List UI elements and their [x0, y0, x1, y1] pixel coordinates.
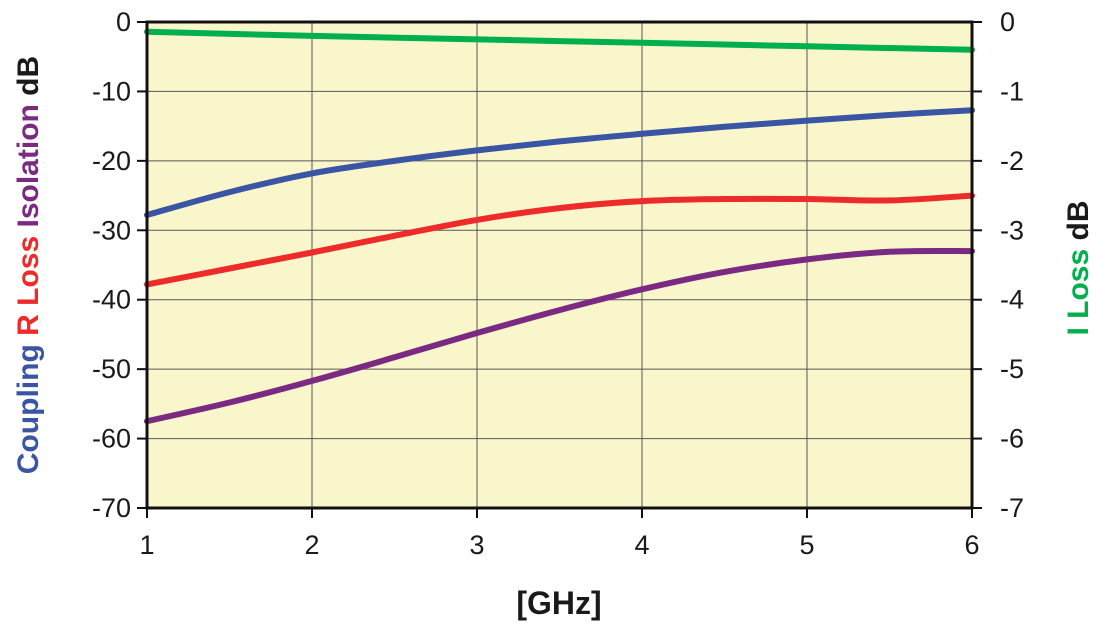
series-line-3 [144, 247, 975, 425]
x-tick-label: 2 [304, 530, 319, 560]
x-tick-label: 6 [964, 530, 979, 560]
right-tick-label: -3 [1000, 215, 1024, 245]
left-tick-label: -40 [92, 285, 131, 315]
x-tick-label: 1 [139, 530, 154, 560]
series-line-0 [144, 28, 975, 53]
right-y-axis-label: I Loss dB [1062, 200, 1095, 335]
left-tick-label: -30 [92, 215, 131, 245]
x-tick-label: 4 [634, 530, 649, 560]
x-tick-label: 5 [799, 530, 814, 560]
left-tick-label: 0 [116, 7, 131, 37]
series-line-1 [144, 107, 975, 218]
plot-area [147, 22, 972, 508]
axis-label-part: R Loss [12, 236, 45, 336]
right-tick-label: -4 [1000, 285, 1024, 315]
right-tick-label: -6 [1000, 424, 1024, 454]
right-tick-label: 0 [1000, 7, 1015, 37]
left-tick-label: -20 [92, 146, 131, 176]
right-y-axis: 0 -1 -2 -3 -4 -5 -6 -7 [972, 7, 1024, 523]
axis-label-part: dB [12, 56, 45, 96]
axis-label-part: Coupling [12, 344, 45, 474]
left-tick-label: -70 [92, 493, 131, 523]
left-tick-label: -60 [92, 424, 131, 454]
series-line-2 [144, 192, 975, 288]
right-tick-label: -5 [1000, 354, 1024, 384]
series-layer [144, 28, 975, 425]
right-tick-label: -1 [1000, 76, 1024, 106]
axis-label-part: Isolation [12, 104, 45, 227]
left-tick-label: -50 [92, 354, 131, 384]
x-tick-label: 3 [469, 530, 484, 560]
plot-frame [145, 20, 974, 510]
left-tick-label: -10 [92, 76, 131, 106]
x-axis-label: [GHz] [516, 585, 601, 621]
axis-label-part: dB [1062, 200, 1095, 240]
axis-label-part: I Loss [1062, 249, 1095, 336]
right-tick-label: -2 [1000, 146, 1024, 176]
left-y-axis-label: Coupling R Loss Isolation dB [12, 56, 45, 474]
left-y-axis: 0 -10 -20 -30 -40 -50 -60 -70 [92, 7, 147, 523]
right-tick-label: -7 [1000, 493, 1024, 523]
x-axis: 1 2 3 4 5 6 [139, 508, 980, 560]
